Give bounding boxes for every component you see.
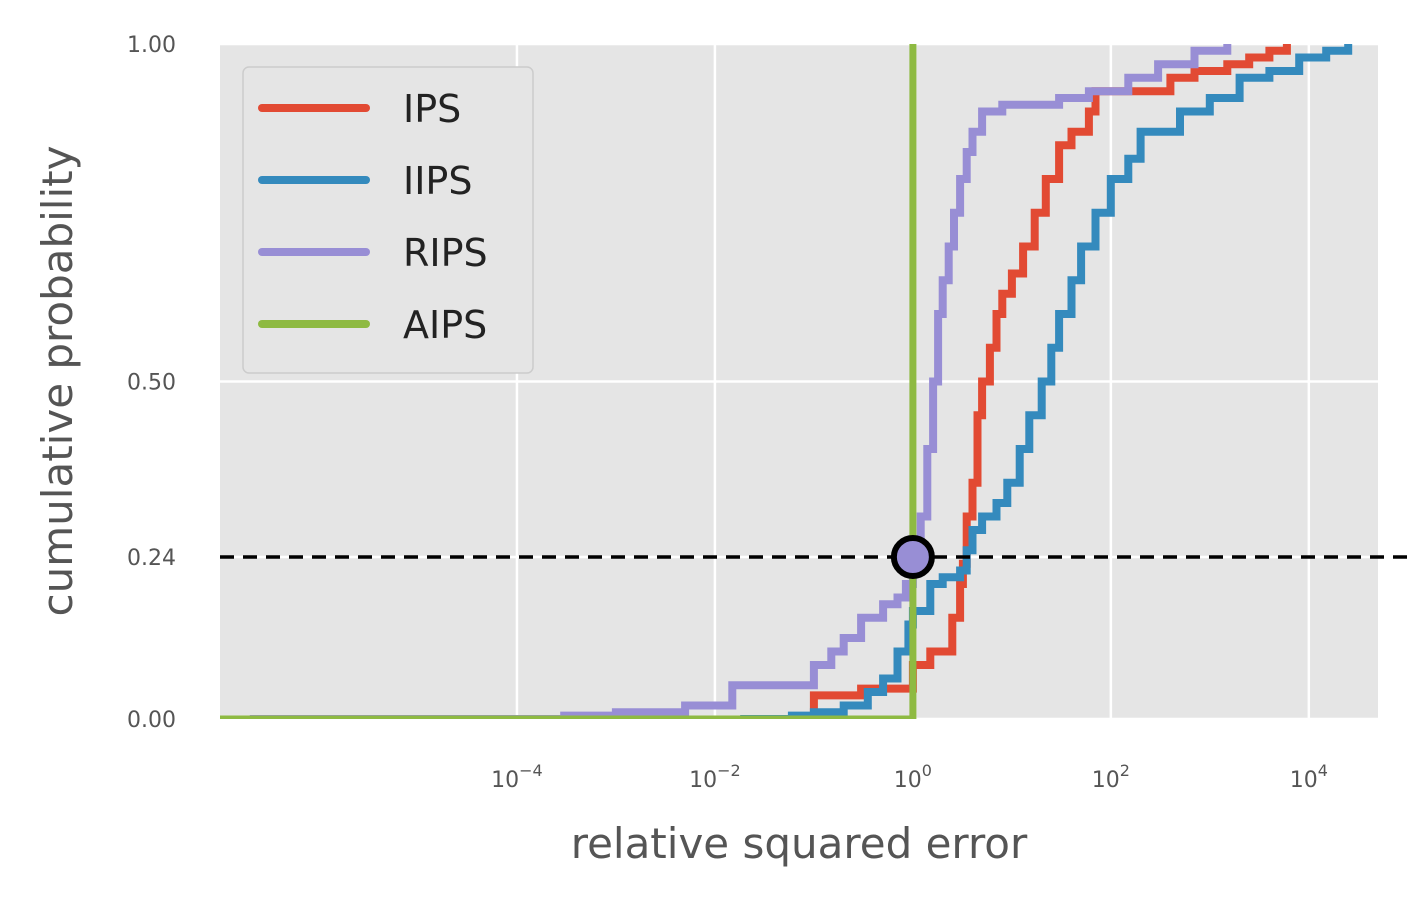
legend-box	[242, 66, 534, 374]
x-tick-label: 10−2	[689, 761, 741, 793]
x-axis-label: relative squared error	[571, 819, 1028, 868]
y-tick-label: 1.00	[127, 33, 176, 58]
y-tick-label: 0.00	[127, 708, 176, 733]
series-line-ips	[809, 44, 1291, 719]
legend-label-ips: IPS	[403, 87, 461, 131]
series-line-rips	[249, 44, 1232, 719]
legend: IPS IIPS RIPS AIPS	[242, 66, 534, 374]
x-tick-label: 10−4	[491, 761, 543, 793]
series-layer	[220, 44, 1353, 719]
legend-label-aips: AIPS	[403, 303, 487, 347]
series-line-iips	[740, 44, 1353, 719]
series-line-aips	[220, 44, 917, 719]
x-tick-label: 102	[1092, 761, 1130, 793]
y-tick-label: 0.50	[127, 371, 176, 396]
legend-label-rips: RIPS	[403, 231, 488, 275]
y-axis-label: cumulative probability	[33, 146, 82, 617]
tick-labels: 10−4 10−2 100 102 104 0.00 0.24 0.50 1.00	[127, 33, 1328, 793]
reference-layer	[220, 535, 1410, 579]
x-tick-label: 100	[894, 761, 932, 793]
x-tick-label: 104	[1290, 761, 1328, 793]
legend-label-iips: IIPS	[403, 159, 472, 203]
y-tick-label: 0.24	[127, 546, 176, 571]
marker-point	[890, 535, 935, 579]
